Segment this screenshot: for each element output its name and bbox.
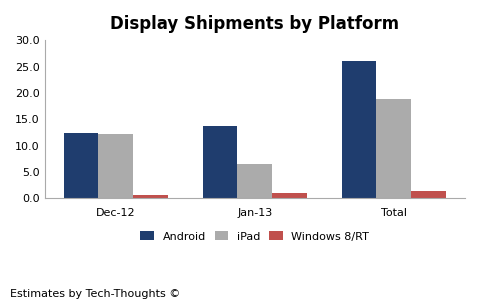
Bar: [342, 61, 376, 198]
Bar: [411, 191, 446, 198]
Bar: [376, 99, 411, 198]
Bar: [272, 193, 307, 198]
Bar: [238, 164, 272, 198]
Legend: Android, iPad, Windows 8/RT: Android, iPad, Windows 8/RT: [137, 228, 372, 245]
Bar: [203, 126, 238, 198]
Title: Display Shipments by Platform: Display Shipments by Platform: [110, 15, 399, 33]
Bar: [133, 195, 168, 198]
Text: Estimates by Tech-Thoughts ©: Estimates by Tech-Thoughts ©: [10, 290, 180, 299]
Bar: [98, 134, 133, 198]
Bar: [64, 133, 98, 198]
